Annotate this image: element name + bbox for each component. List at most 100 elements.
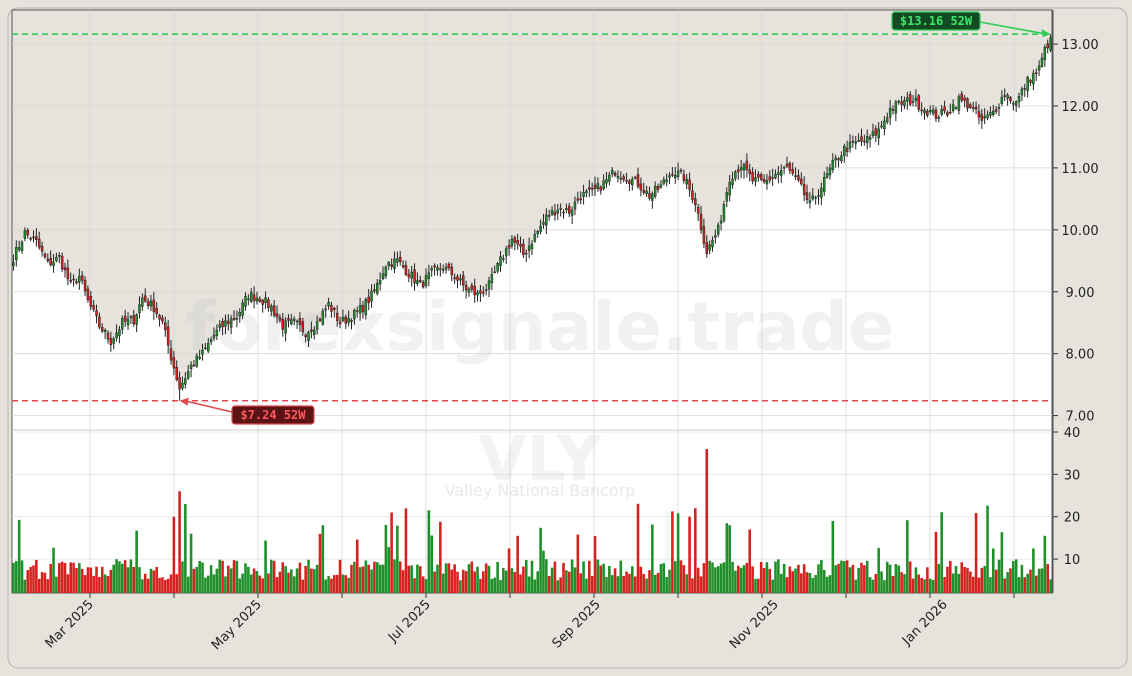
candle-body xyxy=(75,281,78,284)
candle-body xyxy=(651,193,654,201)
volume-bar xyxy=(668,569,671,593)
volume-bar xyxy=(278,571,282,593)
volume-bar xyxy=(845,560,849,593)
candle-body xyxy=(112,338,115,344)
candle-body xyxy=(258,298,262,302)
volume-bar xyxy=(40,572,44,593)
candle-body xyxy=(321,310,325,325)
candle-body xyxy=(943,106,946,112)
volume-bar xyxy=(456,571,459,593)
candle-body xyxy=(450,266,454,276)
candle-body xyxy=(539,225,542,232)
candle-body xyxy=(989,111,992,116)
candle-body xyxy=(421,281,425,288)
volume-bar xyxy=(545,559,548,593)
candle-body xyxy=(60,255,64,270)
candle-body xyxy=(123,315,127,322)
candle-body xyxy=(811,195,815,200)
candle-body xyxy=(184,378,187,385)
candle-body xyxy=(1023,88,1027,90)
candle-body xyxy=(172,357,176,369)
volume-bar xyxy=(928,578,932,593)
volume-bar xyxy=(934,531,938,593)
candle-body xyxy=(270,305,273,312)
candle-body xyxy=(407,274,411,278)
candle-body xyxy=(459,278,462,281)
volume-bar xyxy=(60,561,64,593)
volume-bar xyxy=(559,577,562,593)
candle-body xyxy=(166,326,170,346)
volume-bar xyxy=(264,540,267,593)
candle-body xyxy=(685,178,688,185)
volume-bar xyxy=(23,579,27,593)
candle-body xyxy=(244,296,247,307)
volume-bar xyxy=(777,559,780,593)
volume-bar xyxy=(126,567,130,593)
candle-body xyxy=(207,342,210,352)
candle-body xyxy=(748,169,751,175)
volume-bar xyxy=(762,568,766,593)
candle-body xyxy=(507,245,511,249)
candle-body xyxy=(565,208,568,211)
candle-body xyxy=(894,101,898,114)
volume-bar xyxy=(12,562,15,593)
low-52w-arrow xyxy=(184,399,233,413)
volume-bar xyxy=(971,576,975,593)
candle-body xyxy=(977,111,981,118)
candle-body xyxy=(631,179,634,186)
candle-body xyxy=(15,247,18,261)
candle-body xyxy=(29,237,32,240)
volume-bar xyxy=(926,567,929,593)
volume-bar xyxy=(860,562,863,593)
volume-bar xyxy=(401,570,405,593)
volume-bar xyxy=(181,561,184,593)
volume-bar xyxy=(671,511,674,593)
volume-bar xyxy=(381,564,385,593)
volume-bar xyxy=(920,577,923,593)
volume-bar xyxy=(192,568,196,593)
candle-body xyxy=(940,109,943,115)
volume-bar xyxy=(95,566,98,593)
candle-body xyxy=(1049,37,1052,51)
volume-bar xyxy=(1020,564,1024,593)
candle-body xyxy=(473,285,476,296)
volume-bar xyxy=(1046,563,1049,593)
volume-bar xyxy=(957,573,961,593)
candle-body xyxy=(897,100,900,103)
candle-body xyxy=(158,315,161,320)
volume-bar xyxy=(986,505,989,593)
candle-body xyxy=(1040,57,1044,67)
candle-body xyxy=(653,185,657,197)
volume-bar xyxy=(132,566,136,593)
volume-bar xyxy=(444,563,448,593)
volume-bar xyxy=(1014,559,1018,593)
candle-body xyxy=(232,318,236,320)
candle-body xyxy=(499,256,502,267)
volume-bar xyxy=(931,579,935,593)
volume-bar xyxy=(691,578,694,593)
volume-bar xyxy=(974,513,978,593)
candle-body xyxy=(513,237,517,243)
volume-bar xyxy=(235,560,239,593)
candle-body xyxy=(828,167,832,176)
volume-bar xyxy=(441,573,445,593)
candle-body xyxy=(610,169,614,175)
candle-body xyxy=(393,258,396,270)
volume-bar xyxy=(378,564,382,593)
volume-bar xyxy=(1032,548,1035,593)
candle-body xyxy=(1003,95,1006,97)
candle-body xyxy=(782,167,786,169)
candle-body xyxy=(333,307,336,310)
candle-body xyxy=(645,190,648,194)
volume-bar xyxy=(275,577,279,593)
candle-body xyxy=(880,125,883,128)
candle-body xyxy=(699,213,703,231)
volume-bar xyxy=(161,577,164,593)
volume-bar xyxy=(731,561,734,593)
candle-body xyxy=(1009,97,1012,101)
volume-bar xyxy=(759,561,763,593)
candle-body xyxy=(886,117,889,123)
volume-bar xyxy=(863,565,866,593)
candle-body xyxy=(49,258,52,266)
candle-body xyxy=(32,236,35,239)
